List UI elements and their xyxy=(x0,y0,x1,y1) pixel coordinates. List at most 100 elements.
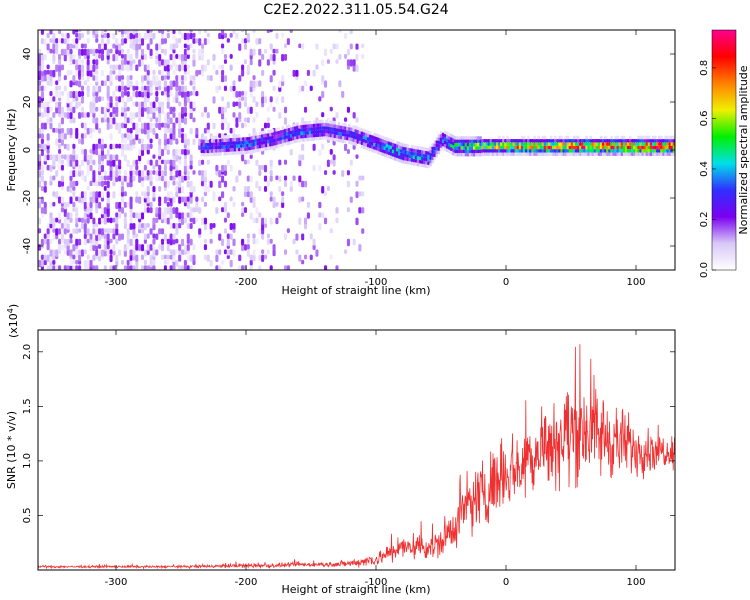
spectrogram-cell xyxy=(429,146,432,150)
spectrogram-cell xyxy=(175,54,179,59)
spectrogram-cell xyxy=(601,152,605,156)
spectrogram-cell xyxy=(576,135,580,140)
spectrogram-cell xyxy=(263,164,268,173)
spectrogram-cell xyxy=(231,148,235,152)
spectrogram-cell xyxy=(233,144,237,149)
spectrogram-cell xyxy=(40,143,44,150)
spectrogram-cell xyxy=(255,80,259,87)
spectrogram-cell xyxy=(69,233,73,239)
spectrogram-cell xyxy=(404,153,407,158)
spectrogram-cell xyxy=(435,147,439,151)
spectrogram-cell xyxy=(352,141,355,146)
spectrogram-cell xyxy=(112,43,116,49)
spectrogram-cell xyxy=(80,217,84,223)
spectrogram-cell xyxy=(175,64,179,71)
spectrogram-cell xyxy=(241,122,245,129)
spectrogram-cell xyxy=(203,38,207,45)
spectrogram-cell xyxy=(160,106,165,114)
spectrogram-cell xyxy=(92,85,96,93)
spectrogram-cell xyxy=(223,170,227,176)
spectrogram-cell xyxy=(132,170,136,175)
spectrogram-cell xyxy=(243,43,248,50)
spectrogram-cell xyxy=(143,143,147,151)
spectrogram-cell xyxy=(454,146,457,150)
spectrogram-cell xyxy=(115,96,119,102)
spectrogram-cell xyxy=(203,201,207,207)
spectrogram-cell xyxy=(321,143,325,150)
spectrogram-cell xyxy=(143,259,147,266)
spectrogram-cell xyxy=(95,75,99,83)
spectrogram-cell xyxy=(235,134,239,138)
spectrogram-cell xyxy=(338,80,342,88)
spectrogram-cell xyxy=(643,149,647,153)
spectrogram-cell xyxy=(355,117,359,123)
spectrogram-cell xyxy=(377,140,380,145)
spectrogram-cell xyxy=(249,54,253,60)
spectrogram-cell xyxy=(281,139,285,144)
spectrogram-cell xyxy=(75,217,79,224)
spectrogram-cell xyxy=(172,149,176,157)
spectrogram-cell xyxy=(40,59,44,66)
spectrogram-cell xyxy=(126,32,130,40)
spectrogram-cell xyxy=(329,228,333,234)
spectrogram-cell xyxy=(200,142,204,147)
spectrogram-cell xyxy=(172,127,176,135)
spectrogram-cell xyxy=(589,142,593,146)
spectrogram-cell xyxy=(98,180,102,187)
spectrogram-cell xyxy=(175,80,179,88)
spectrogram-cell xyxy=(210,149,214,153)
spectrogram-cell xyxy=(221,148,224,153)
spectrogram-cell xyxy=(616,149,620,153)
spectrogram-cell xyxy=(246,106,250,114)
spectrogram-cell xyxy=(209,222,213,230)
spectrogram-cell xyxy=(80,196,84,204)
spectrogram-cell xyxy=(103,175,107,181)
spectrogram-cell xyxy=(66,212,70,220)
spectrogram-cell xyxy=(135,32,139,39)
spectrogram-cell xyxy=(506,142,509,146)
spectrogram-cell xyxy=(138,196,142,204)
spectrogram-cell xyxy=(89,191,93,198)
spectrogram-cell xyxy=(263,186,268,192)
spectrogram-cell xyxy=(429,156,432,160)
spectrogram-cell xyxy=(183,43,187,49)
spectrogram-cell xyxy=(312,137,316,141)
spectrogram-cell xyxy=(252,196,256,203)
spectrogram-cell xyxy=(252,249,256,256)
spectrogram-cell xyxy=(83,133,87,139)
spectrogram-cell xyxy=(379,151,382,156)
spectrogram-cell xyxy=(189,180,193,187)
spectrogram-cell xyxy=(235,137,239,142)
spectrogram-cell xyxy=(92,117,96,124)
spectrogram-cell xyxy=(283,265,288,270)
spectrogram-cell xyxy=(346,48,350,56)
spectrogram-cell xyxy=(263,96,268,104)
spectrogram-cell xyxy=(261,54,265,61)
spectrogram-cell xyxy=(183,212,187,218)
spectrogram-cell xyxy=(192,54,196,61)
spectrogram-cell xyxy=(368,147,372,152)
spectrogram-cell xyxy=(616,135,620,140)
spectrogram-cell xyxy=(60,32,64,38)
spectrogram-cell xyxy=(175,38,179,45)
spectrogram-cell xyxy=(221,145,224,149)
spectrogram-cell xyxy=(186,212,190,218)
spectrogram-cell xyxy=(647,135,651,140)
spectrogram-cell xyxy=(595,149,599,153)
spectrogram-cell xyxy=(393,147,397,151)
spectrogram-cell xyxy=(520,142,524,146)
spectrogram-cell xyxy=(281,96,285,103)
spectrogram-cell xyxy=(541,145,545,150)
spectrogram-cell xyxy=(38,85,42,92)
spectrogram-cell xyxy=(292,238,296,245)
spectrogram-cell xyxy=(232,85,236,92)
spectrogram-cell xyxy=(123,217,127,225)
spectrogram-cell xyxy=(355,191,359,199)
spectrogram-cell xyxy=(60,196,64,204)
spectrogram-cell xyxy=(566,138,570,143)
spectrogram-cell xyxy=(576,152,580,156)
spectrogram-cell xyxy=(597,142,601,146)
spectrogram-cell xyxy=(103,265,107,270)
spectrogram-cell xyxy=(510,149,514,153)
spectrogram-cell xyxy=(241,265,245,270)
